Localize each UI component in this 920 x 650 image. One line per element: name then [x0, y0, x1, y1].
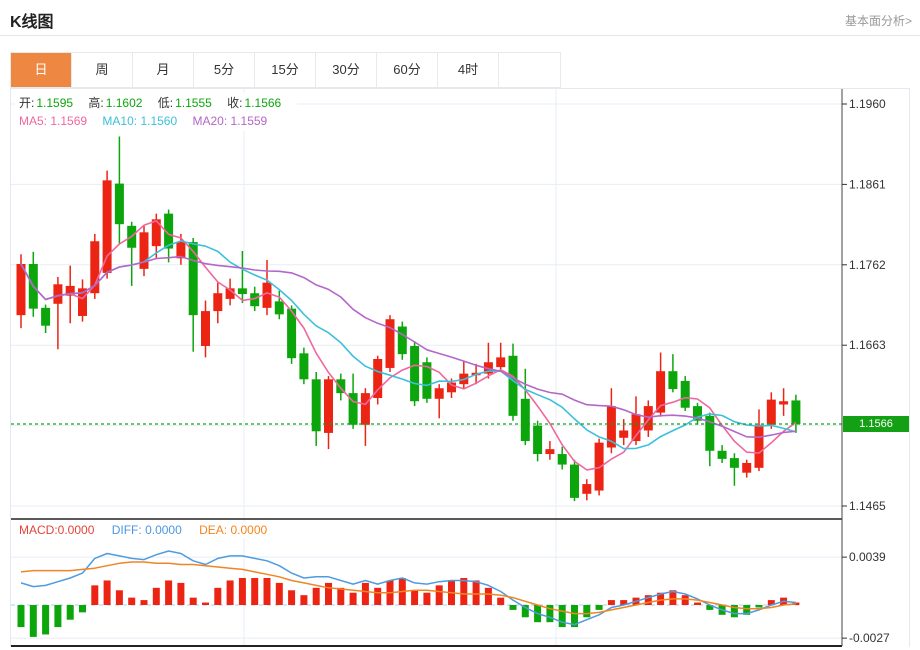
open-label: 开:	[19, 96, 35, 110]
ohlc-row: 开: 1.1595 高: 1.1602 低: 1.1555 收: 1.1566	[19, 95, 293, 111]
dea-label: DEA:	[199, 523, 228, 537]
svg-text:1.1861: 1.1861	[849, 177, 886, 191]
ma20-value: 1.1559	[230, 114, 268, 128]
close-label: 收:	[227, 96, 243, 110]
page-header: K线图 基本面分析>	[0, 0, 920, 36]
tab-week[interactable]: 周	[72, 53, 133, 87]
diff-value: 0.0000	[145, 523, 182, 537]
ma5-label: MA5:	[19, 114, 48, 128]
low-value: 1.1555	[175, 96, 212, 110]
fundamental-analysis-link[interactable]: 基本面分析>	[844, 14, 912, 28]
diff-label: DIFF:	[111, 523, 142, 537]
ma20-label: MA20:	[192, 114, 228, 128]
svg-text:1.1762: 1.1762	[849, 258, 886, 272]
svg-text:1.1465: 1.1465	[849, 499, 886, 513]
svg-text:1.1960: 1.1960	[849, 97, 886, 111]
ma10-label: MA10:	[102, 114, 138, 128]
macd-value: 0.0000	[57, 523, 95, 537]
high-value: 1.1602	[105, 96, 143, 110]
macd-label: MACD:	[19, 523, 58, 537]
timeframe-tabs: 日 周 月 5分 15分 30分 60分 4时	[10, 52, 561, 88]
kline-chart-svg[interactable]: 1.1960 1.1861 1.1762 1.1663 1.1465 0.0039 -0.0…	[11, 89, 909, 647]
page-title: K线图	[10, 14, 54, 31]
kline-chart-area[interactable]: 1.1960 1.1861 1.1762 1.1663 1.1465 0.0039 -0.0…	[10, 88, 910, 647]
tab-4hour[interactable]: 4时	[438, 53, 499, 87]
open-value: 1.1595	[36, 96, 74, 110]
tab-15min[interactable]: 15分	[255, 53, 316, 87]
ohlc-legend: 开: 1.1595 高: 1.1602 低: 1.1555 收: 1.1566 MA5:…	[15, 93, 298, 131]
high-label: 高:	[88, 96, 104, 110]
current-price-tag: 1.1566	[843, 416, 909, 432]
ma10-value: 1.1560	[140, 114, 178, 128]
svg-text:0.0039: 0.0039	[849, 550, 886, 564]
svg-text:-0.0027: -0.0027	[849, 631, 890, 645]
tab-month[interactable]: 月	[133, 53, 194, 87]
tab-30min[interactable]: 30分	[316, 53, 377, 87]
ma-row: MA5: 1.1569 MA10: 1.1560 MA20: 1.1559	[19, 113, 293, 129]
ma5-value: 1.1569	[50, 114, 88, 128]
close-value: 1.1566	[244, 96, 282, 110]
macd-legend: MACD:0.0000 DIFF: 0.0000 DEA: 0.0000	[15, 522, 286, 538]
dea-value: 0.0000	[230, 523, 268, 537]
tab-60min[interactable]: 60分	[377, 53, 438, 87]
low-label: 低:	[157, 96, 174, 110]
tabstrip-filler	[499, 53, 560, 87]
tab-5min[interactable]: 5分	[194, 53, 255, 87]
svg-text:1.1663: 1.1663	[849, 338, 886, 352]
tab-day[interactable]: 日	[11, 53, 72, 87]
